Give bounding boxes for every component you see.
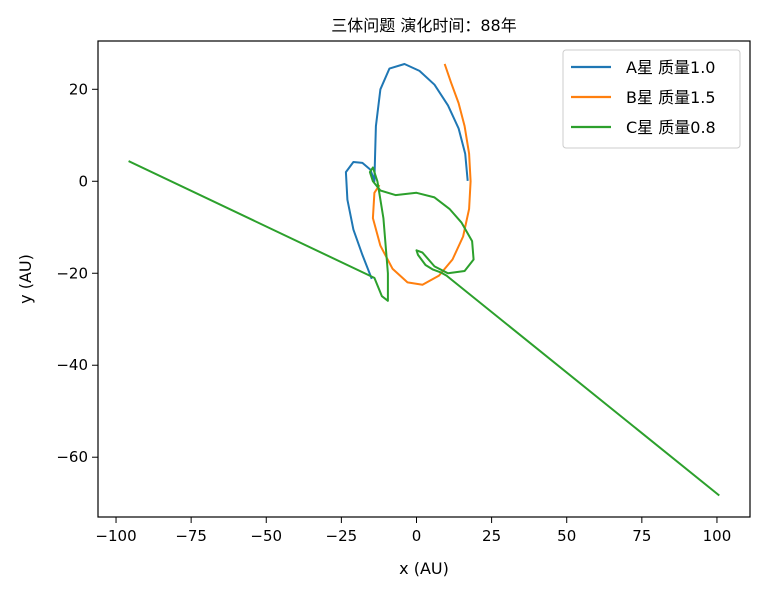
x-tick-label: 25 <box>482 527 501 545</box>
legend-label-1: A星 质量1.0 <box>626 58 715 77</box>
legend-label-2: B星 质量1.5 <box>626 88 716 107</box>
legend-box <box>562 49 741 149</box>
y-tick-label: −40 <box>56 356 88 374</box>
x-tick-label: −100 <box>95 527 136 545</box>
x-tick-label: 0 <box>412 527 422 545</box>
series-line-3 <box>128 160 720 497</box>
y-tick-label: −60 <box>56 448 88 466</box>
x-tick-label: −25 <box>326 527 358 545</box>
x-axis: −100 −75 −50 −25 0 25 50 75 100 <box>95 517 731 545</box>
x-axis-label: x (AU) <box>399 559 449 578</box>
y-axis-label: y (AU) <box>16 254 35 304</box>
x-tick-label: 75 <box>632 527 651 545</box>
x-tick-label: −50 <box>250 527 282 545</box>
series-line-2 <box>371 63 472 286</box>
x-tick-label: 50 <box>557 527 576 545</box>
y-axis: 20 0 −20 −40 −60 <box>56 80 98 466</box>
y-tick-label: 20 <box>69 80 88 98</box>
plot-frame <box>97 40 751 518</box>
y-tick-label: 0 <box>78 172 88 190</box>
series-line-1 <box>344 63 469 280</box>
chart-title: 三体问题 演化时间：88年 <box>331 16 516 35</box>
x-tick-label: 100 <box>703 527 732 545</box>
series-layer <box>128 63 720 497</box>
y-tick-label: −20 <box>56 264 88 282</box>
x-tick-label: −75 <box>175 527 207 545</box>
legend: A星 质量1.0 B星 质量1.5 C星 质量0.8 <box>562 49 741 149</box>
legend-label-3: C星 质量0.8 <box>626 118 716 137</box>
